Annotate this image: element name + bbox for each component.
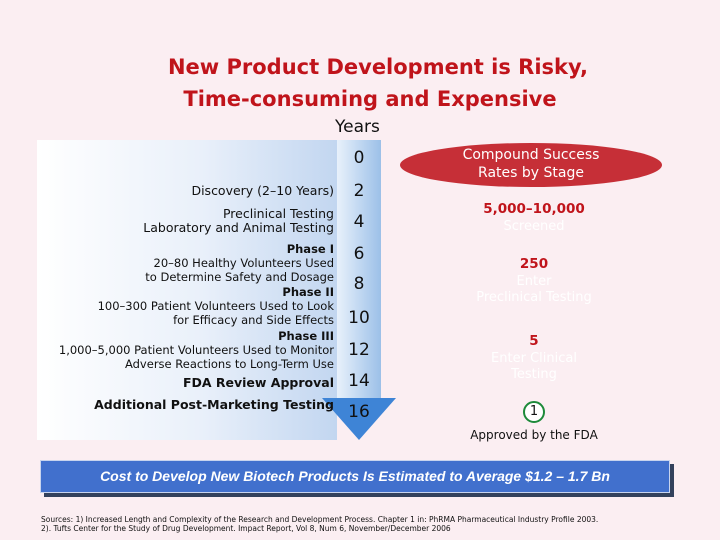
sources: Sources: 1) Increased Length and Complex… — [41, 515, 598, 533]
year-2: 2 — [353, 181, 365, 201]
success-rates-header: Compound Success Rates by Stage — [400, 146, 662, 182]
stage-phase-1-desc-2: to Determine Safety and Dosage — [145, 270, 334, 284]
year-4: 4 — [353, 212, 365, 232]
year-6: 6 — [353, 244, 365, 264]
timeline-arrow-head — [322, 398, 396, 440]
stage-phase-3-title: Phase III — [278, 329, 334, 343]
years-label: Years — [335, 117, 380, 137]
year-0: 0 — [353, 148, 365, 168]
approved-label: Approved by the FDA — [470, 428, 598, 442]
success-rates-header-1: Compound Success — [462, 147, 600, 163]
year-16: 16 — [348, 402, 370, 422]
preclinical-count: 250 — [519, 256, 549, 272]
stage-fda-review: FDA Review Approval — [182, 375, 334, 390]
stage-phase-1-title: Phase I — [286, 242, 334, 256]
stage-preclinical: Preclinical Testing Laboratory and Anima… — [143, 207, 334, 235]
year-14: 14 — [348, 371, 370, 391]
stage-discovery: Discovery (2–10 Years) — [191, 183, 334, 198]
approved-count-badge: 1 — [523, 401, 545, 423]
stage-phase-3: Phase III 1,000–5,000 Patient Volunteers… — [59, 329, 334, 371]
title-line-1: New Product Development is Risky, — [167, 55, 589, 79]
stage-phase-2-desc-2: for Efficacy and Side Effects — [173, 313, 334, 327]
clinical-label-2: Testing — [511, 367, 557, 382]
stages-panel — [37, 140, 337, 440]
clinical-count: 5 — [529, 333, 539, 349]
title-line-2: Time-consuming and Expensive — [183, 87, 557, 111]
stage-phase-1: Phase I 20–80 Healthy Volunteers Used to… — [145, 242, 334, 284]
screened-count: 5,000–10,000 — [483, 201, 585, 217]
stage-preclinical-desc: Laboratory and Animal Testing — [143, 220, 334, 235]
stage-phase-3-desc-2: Adverse Reactions to Long-Term Use — [124, 357, 334, 371]
cost-banner: Cost to Develop New Biotech Products Is … — [40, 460, 670, 493]
year-10: 10 — [348, 308, 370, 328]
success-rates-header-2: Rates by Stage — [478, 165, 584, 181]
clinical-label-1: Enter Clinical — [491, 351, 577, 366]
source-line-1: Sources: 1) Increased Length and Complex… — [41, 515, 599, 524]
year-12: 12 — [348, 340, 370, 360]
timeline-arrow-shaft — [337, 140, 381, 400]
stage-phase-2: Phase II 100–300 Patient Volunteers Used… — [98, 285, 334, 327]
success-rates-oval — [400, 143, 662, 187]
preclinical-label-1: Enter — [516, 274, 552, 289]
stage-phase-2-title: Phase II — [282, 285, 334, 299]
stage-phase-3-desc-1: 1,000–5,000 Patient Volunteers Used to M… — [58, 343, 334, 357]
stage-post-marketing: Additional Post-Marketing Testing — [94, 397, 334, 412]
year-8: 8 — [353, 274, 365, 294]
stage-phase-2-desc-1: 100–300 Patient Volunteers Used to Look — [97, 299, 334, 313]
source-line-2: 2). Tufts Center for the Study of Drug D… — [41, 524, 451, 533]
stage-phase-1-desc-1: 20–80 Healthy Volunteers Used — [153, 256, 335, 270]
screened-label: Screened — [503, 219, 565, 234]
preclinical-label-2: Preclinical Testing — [476, 290, 592, 305]
stage-preclinical-title: Preclinical Testing — [222, 206, 334, 221]
